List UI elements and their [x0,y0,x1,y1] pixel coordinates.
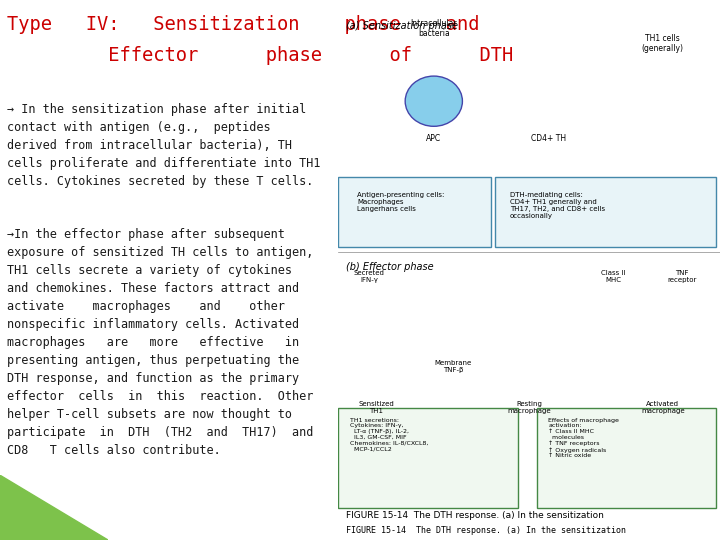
Text: Class II
MHC: Class II MHC [601,270,626,283]
Text: Type   IV:   Sensitization    phase    and: Type IV: Sensitization phase and [7,15,480,35]
Text: TH1 cells
(generally): TH1 cells (generally) [642,33,684,53]
Text: FIGURE 15-14  The DTH response. (a) In the sensitization: FIGURE 15-14 The DTH response. (a) In th… [346,525,626,535]
Text: Effects of macrophage
activation:
↑ Class II MHC
  molecules
↑ TNF receptors
↑ O: Effects of macrophage activation: ↑ Clas… [549,417,619,458]
Text: DTH-mediating cells:
CD4+ TH1 generally and
TH17, TH2, and CD8+ cells
occasional: DTH-mediating cells: CD4+ TH1 generally … [510,192,606,219]
Text: (b) Effector phase: (b) Effector phase [346,262,433,272]
Text: CD4+ TH: CD4+ TH [531,134,566,144]
FancyBboxPatch shape [495,177,716,247]
Text: TNF
receptor: TNF receptor [667,270,696,283]
Text: TH1 secretions:
Cytokines: IFN-γ,
  LT-α (TNF-β), IL-2,
  IL3, GM-CSF, MIF
Chemo: TH1 secretions: Cytokines: IFN-γ, LT-α (… [350,417,428,451]
Ellipse shape [405,76,462,126]
FancyBboxPatch shape [338,177,491,247]
Text: →In the effector phase after subsequent
exposure of sensitized TH cells to antig: →In the effector phase after subsequent … [7,228,313,457]
Text: Antigen-presenting cells:
Macrophages
Langerhans cells: Antigen-presenting cells: Macrophages La… [357,192,445,212]
Text: → In the sensitization phase after initial
contact with antigen (e.g.,  peptides: → In the sensitization phase after initi… [7,103,320,187]
Text: (a) Sensitization phase: (a) Sensitization phase [346,21,458,31]
FancyBboxPatch shape [338,408,518,508]
Text: Intracellular
bacteria: Intracellular bacteria [410,18,457,38]
Text: Activated
macrophage: Activated macrophage [641,401,685,414]
Polygon shape [0,475,108,540]
Text: Resting
macrophage: Resting macrophage [508,401,551,414]
Text: Membrane
TNF-β: Membrane TNF-β [434,360,472,373]
Text: FIGURE 15-14  The DTH response. (a) In the sensitization: FIGURE 15-14 The DTH response. (a) In th… [346,511,604,520]
Text: Sensitized
TH1: Sensitized TH1 [359,401,395,414]
Text: Effector      phase      of      DTH: Effector phase of DTH [7,46,513,65]
Text: Secreted
IFN-γ: Secreted IFN-γ [354,270,384,283]
Text: APC: APC [426,134,441,144]
FancyBboxPatch shape [537,408,716,508]
